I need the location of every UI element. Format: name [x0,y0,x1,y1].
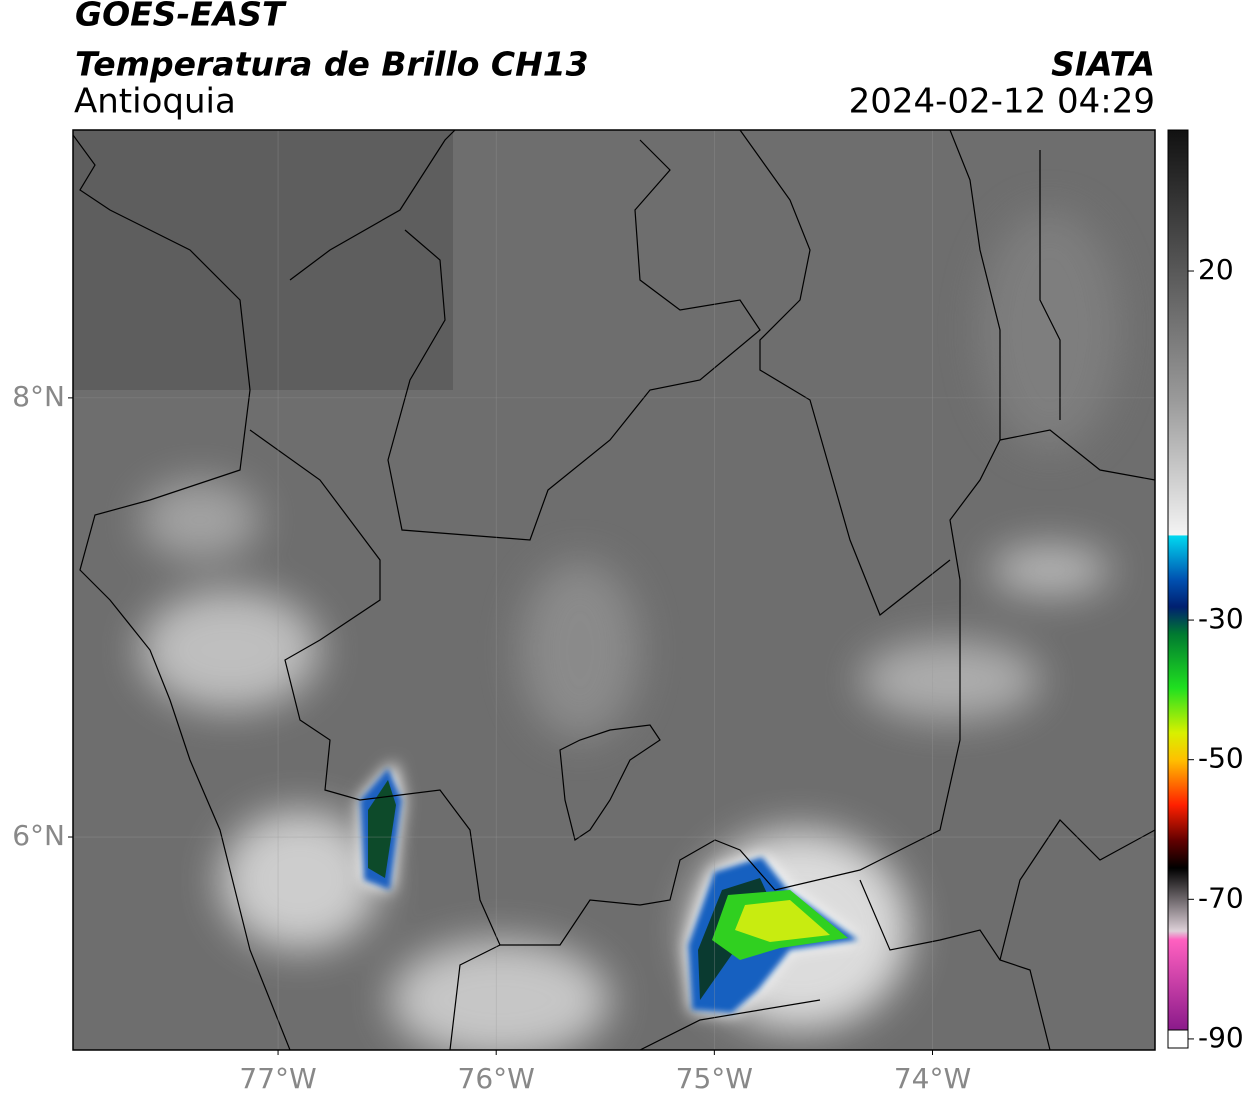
colorbar-gradient [1168,130,1188,1030]
map-frame [72,129,1156,1051]
boundaries [73,130,1155,1050]
lon-tick-label: 74°W [894,1062,971,1095]
lon-tick-label: 75°W [676,1062,753,1095]
title: GOES-EAST [75,0,287,34]
colorbar-frame [1167,129,1189,1049]
colorbar-under [1167,1029,1189,1049]
agency: SIATA [1051,45,1155,84]
colorbar-tick-label: -90 [1198,1021,1244,1054]
region: Antioquia [74,82,236,122]
timestamp: 2024-02-12 04:29 [849,82,1155,122]
lat-tick-label: 6°N [12,819,65,852]
satellite-image [73,130,1155,1050]
colorbar-tick-label: -70 [1198,881,1244,914]
lat-tick-label: 8°N [12,380,65,413]
lon-tick-label: 76°W [458,1062,535,1095]
subtitle: Temperatura de Brillo CH13 [75,45,589,84]
graticule [73,130,1155,1050]
convective-cells [358,762,860,1015]
colorbar-tick-label: 20 [1198,253,1234,286]
colorbar-tick-label: -30 [1198,602,1244,635]
lon-tick-label: 77°W [239,1062,316,1095]
colorbar-tick-label: -50 [1198,742,1244,775]
